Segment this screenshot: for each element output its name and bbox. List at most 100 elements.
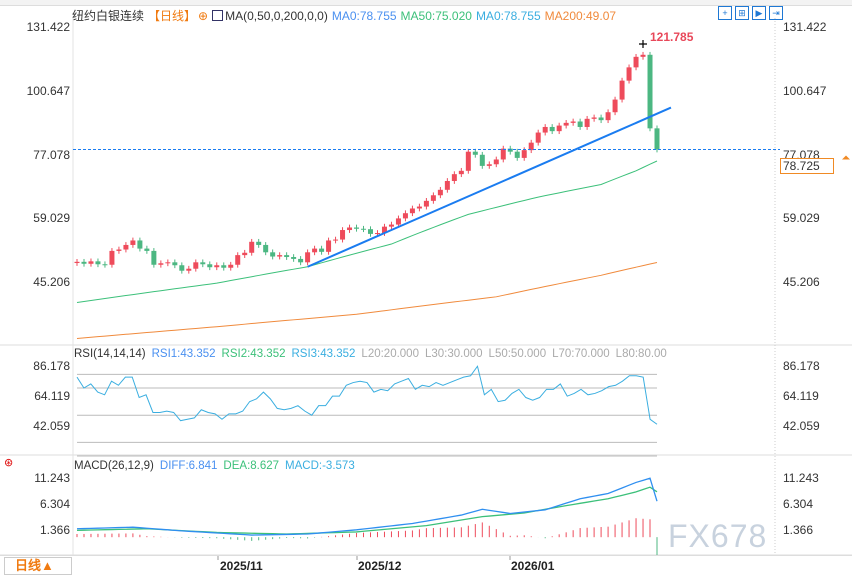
price-axis-label: 131.422 (783, 20, 827, 34)
candle (207, 264, 213, 268)
settings-icon[interactable]: ⊛ (4, 457, 14, 469)
l30-value: L30:30.000 (424, 348, 483, 360)
candle (577, 121, 583, 127)
candle (277, 255, 283, 257)
candle (556, 125, 562, 132)
candle (535, 132, 541, 143)
price-axis-label: 131.422 (26, 20, 70, 34)
period-button[interactable]: 日线▲ (4, 557, 72, 575)
l80-value: L80:80.00 (615, 348, 667, 360)
candle (186, 268, 192, 271)
macd-axis-label: 11.243 (34, 471, 70, 485)
rsi-line (76, 365, 658, 425)
candle (514, 151, 520, 158)
candle (472, 151, 478, 155)
candle (549, 126, 555, 132)
add-icon[interactable]: ⊕ (198, 9, 209, 23)
candle (221, 265, 227, 268)
date-label: 2025/12 (358, 559, 402, 573)
candle (354, 227, 360, 229)
l70-value: L70:70.000 (552, 348, 610, 360)
macd-label: MACD(26,12,9) (74, 460, 154, 472)
candle (619, 80, 625, 100)
candle (612, 99, 618, 113)
candle (493, 159, 499, 165)
ma50-value: MA50:75.020 (400, 9, 472, 23)
rsi2-value: RSI2:43.352 (221, 348, 286, 360)
date-label: 2026/01 (511, 559, 555, 573)
candle (193, 262, 199, 269)
candle (284, 255, 290, 258)
candle (542, 126, 548, 133)
candle (437, 189, 443, 196)
rsi-axis-label: 64.119 (783, 389, 819, 403)
crosshair-icon[interactable]: + (718, 6, 732, 20)
macd-value: MACD:-3.573 (285, 460, 355, 472)
dea-value: DEA:8.627 (223, 460, 280, 472)
candle (228, 264, 234, 268)
rsi3-value: RSI3:43.352 (291, 348, 356, 360)
rsi-axis-label: 86.178 (783, 359, 820, 373)
macd-legend: MACD(26,12,9) DIFF:6.841 DEA:8.627 MACD:-3.… (74, 460, 361, 472)
candle (179, 265, 185, 271)
tab-strip (0, 0, 852, 6)
candle (214, 265, 220, 268)
candle (591, 117, 597, 119)
candle (88, 261, 94, 264)
candle (584, 118, 590, 127)
main-legend: 纽约白银连续 【日线】 ⊕ MA(0,50,0,200,0,0) MA0:78.755 M… (72, 7, 620, 24)
candle (430, 195, 436, 201)
exit-icon[interactable]: ⇥ (769, 6, 783, 20)
macd-axis-label: 6.304 (783, 497, 814, 511)
candle (74, 261, 80, 264)
candle (640, 54, 646, 57)
rsi-axis-label: 64.119 (34, 389, 70, 403)
candle (116, 249, 122, 251)
rsi1-value: RSI1:43.352 (151, 348, 216, 360)
time-axis (0, 555, 852, 576)
macd-axis-label: 1.366 (39, 522, 70, 537)
candle (144, 248, 150, 251)
candle (200, 262, 206, 265)
candle (333, 239, 339, 241)
candle (130, 240, 136, 245)
candle (458, 170, 464, 175)
candle (263, 244, 269, 253)
candle (507, 148, 513, 152)
candle (423, 200, 429, 207)
candle (500, 148, 506, 160)
price-arrow-icon (842, 155, 850, 160)
ma-label[interactable]: MA(0,50,0,200,0,0) (225, 9, 328, 23)
price-axis-label: 100.647 (26, 83, 70, 98)
candle (465, 151, 471, 171)
candle (395, 218, 401, 225)
ma0b-value: MA0:78.755 (475, 9, 541, 23)
candle (479, 154, 485, 166)
ma200-value: MA200:49.07 (544, 9, 617, 23)
candle (102, 264, 108, 266)
candle (654, 128, 660, 150)
candle (486, 164, 492, 166)
price-axis-label: 45.206 (783, 275, 820, 290)
candle (81, 261, 87, 264)
price-axis-label: 59.029 (783, 211, 820, 226)
candle (305, 252, 311, 263)
indicator-icon[interactable] (212, 10, 224, 21)
l50-value: L50:50.000 (488, 348, 547, 360)
play-icon[interactable]: ▶ (752, 6, 766, 20)
period-label[interactable]: 【日线】 (148, 9, 197, 23)
candle (270, 252, 276, 257)
candle (249, 241, 255, 253)
zoom-in-icon[interactable]: ⊞ (735, 6, 749, 20)
candle (172, 262, 178, 266)
dea-line (76, 486, 658, 535)
price-axis-label: 59.029 (33, 211, 70, 226)
diff-value: DIFF:6.841 (159, 460, 218, 472)
candle (598, 117, 604, 121)
candle (416, 206, 422, 209)
price-axis-label: 77.078 (33, 147, 70, 162)
chart-toolbar: + ⊞ ▶ ⇥ (718, 6, 783, 20)
candle (388, 224, 394, 227)
candle (123, 244, 129, 250)
